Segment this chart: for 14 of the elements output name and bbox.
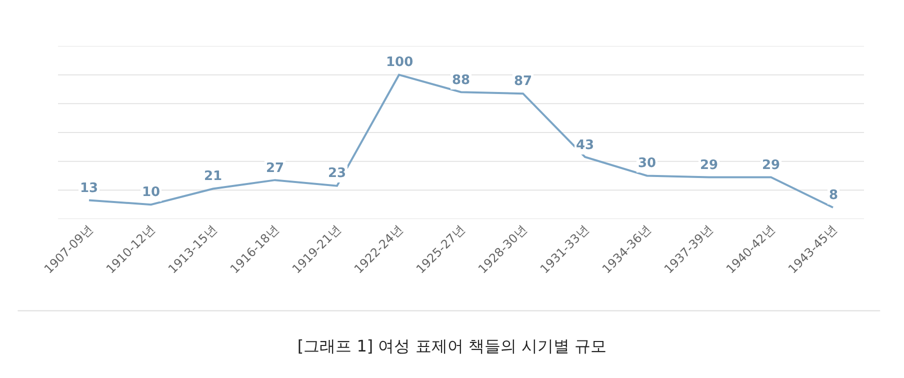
data-label: 10 xyxy=(142,185,160,200)
data-label: 29 xyxy=(700,158,718,173)
data-label: 23 xyxy=(328,166,346,181)
data-label: 30 xyxy=(638,156,656,171)
data-label: 87 xyxy=(514,74,532,89)
data-label: 21 xyxy=(204,169,222,184)
data-label: 27 xyxy=(266,161,284,176)
data-label: 88 xyxy=(452,73,470,88)
data-label: 8 xyxy=(829,188,838,203)
data-label: 43 xyxy=(576,138,594,153)
data-label: 29 xyxy=(762,158,780,173)
text: [그래프 1] 여성 표제어 책들의 시기별 규모 xyxy=(297,336,607,356)
data-label: 100 xyxy=(386,55,414,70)
data-label: 13 xyxy=(80,181,98,196)
